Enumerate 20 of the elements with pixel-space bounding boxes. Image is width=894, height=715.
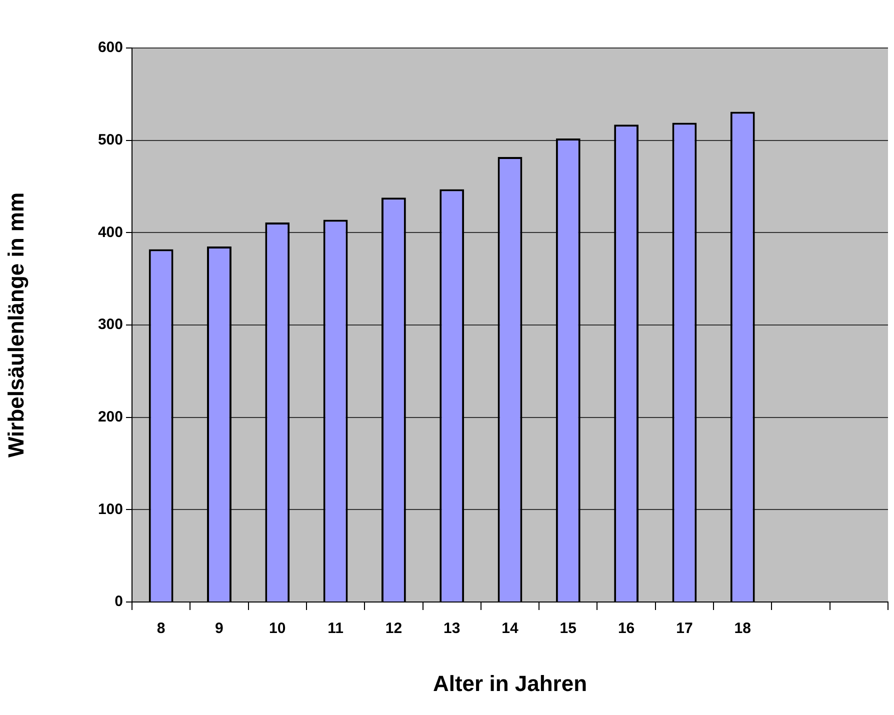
x-tick-label: 17 xyxy=(676,620,693,638)
y-axis-title: Wirbelsäulenlänge in mm xyxy=(3,192,28,458)
y-tick-label: 200 xyxy=(98,408,123,426)
x-tick-label: 11 xyxy=(328,620,344,638)
y-tick-label: 600 xyxy=(98,39,123,56)
x-tick-label: 13 xyxy=(444,620,460,638)
x-tick-label: 15 xyxy=(560,620,576,638)
x-tick-label: 9 xyxy=(215,620,224,638)
x-tick-label: 12 xyxy=(385,620,402,638)
x-tick-label: 16 xyxy=(618,620,635,638)
y-tick-label: 0 xyxy=(114,593,123,610)
y-tick-label: 400 xyxy=(98,224,123,241)
x-tick-label: 10 xyxy=(269,620,286,638)
y-tick-label: 500 xyxy=(98,131,123,148)
x-tick-label: 18 xyxy=(734,620,751,638)
x-tick-label: 8 xyxy=(156,620,166,638)
x-axis-title: Alter in Jahren xyxy=(432,670,588,696)
x-tick-label: 14 xyxy=(502,620,519,638)
y-tick-label: 300 xyxy=(98,316,123,334)
y-tick-label: 100 xyxy=(98,500,123,518)
